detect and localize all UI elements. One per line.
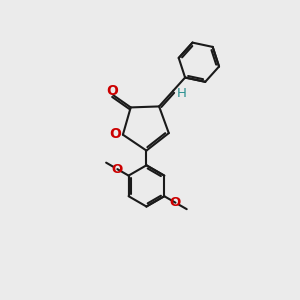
Text: O: O [170,196,181,209]
Text: H: H [177,87,187,100]
Text: O: O [106,84,118,98]
Text: O: O [110,127,122,141]
Text: O: O [112,163,123,176]
